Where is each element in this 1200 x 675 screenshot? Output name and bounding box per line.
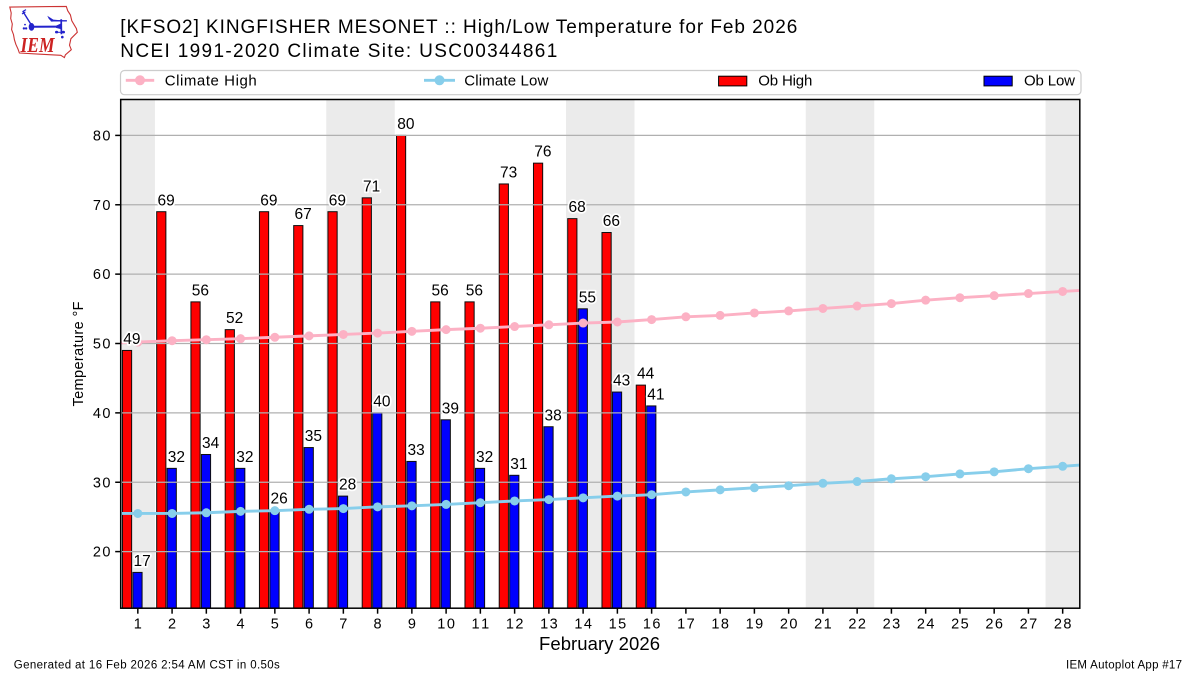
svg-text:39: 39	[442, 400, 459, 417]
svg-text:34: 34	[202, 435, 220, 452]
svg-text:NCEI 1991-2020 Climate Site: U: NCEI 1991-2020 Climate Site: USC00344861	[120, 41, 557, 62]
svg-text:60: 60	[93, 267, 111, 283]
svg-text:Temperature °F: Temperature °F	[71, 301, 87, 406]
svg-text:4: 4	[237, 616, 245, 632]
svg-text:16: 16	[643, 616, 661, 632]
svg-text:35: 35	[305, 428, 322, 445]
svg-text:IEM Autoplot App #17: IEM Autoplot App #17	[1066, 660, 1182, 672]
svg-text:17: 17	[134, 553, 151, 570]
svg-text:80: 80	[397, 116, 415, 133]
svg-text:55: 55	[579, 289, 596, 306]
svg-text:44: 44	[637, 366, 655, 383]
svg-text:41: 41	[647, 386, 664, 403]
svg-text:21: 21	[814, 616, 832, 632]
svg-text:68: 68	[568, 199, 585, 216]
svg-text:1: 1	[134, 616, 142, 632]
svg-text:30: 30	[93, 475, 111, 491]
svg-text:69: 69	[329, 192, 346, 209]
svg-text:69: 69	[157, 192, 174, 209]
svg-text:26: 26	[985, 616, 1003, 632]
svg-text:Climate Low: Climate Low	[464, 73, 548, 90]
svg-text:7: 7	[339, 616, 347, 632]
svg-text:14: 14	[574, 616, 592, 632]
svg-text:2: 2	[168, 616, 176, 632]
svg-text:23: 23	[883, 616, 901, 632]
svg-text:40: 40	[373, 393, 391, 410]
svg-text:32: 32	[476, 449, 493, 466]
svg-text:11: 11	[472, 616, 490, 632]
svg-text:12: 12	[506, 616, 524, 632]
svg-text:22: 22	[848, 616, 866, 632]
svg-text:40: 40	[93, 406, 111, 422]
svg-text:20: 20	[780, 616, 798, 632]
svg-text:28: 28	[1054, 616, 1072, 632]
svg-text:56: 56	[192, 282, 209, 299]
svg-text:25: 25	[951, 616, 969, 632]
svg-text:Generated at 16 Feb 2026 2:54: Generated at 16 Feb 2026 2:54 AM CST in …	[14, 660, 280, 672]
svg-text:19: 19	[746, 616, 764, 632]
svg-text:February 2026: February 2026	[539, 633, 660, 654]
svg-text:69: 69	[260, 192, 277, 209]
svg-text:76: 76	[534, 144, 551, 161]
svg-text:43: 43	[613, 373, 630, 390]
svg-text:73: 73	[500, 165, 517, 182]
svg-text:Ob High: Ob High	[758, 73, 812, 90]
svg-text:27: 27	[1020, 616, 1038, 632]
svg-text:5: 5	[271, 616, 279, 632]
svg-text:56: 56	[466, 282, 483, 299]
svg-text:20: 20	[93, 545, 111, 561]
svg-text:Ob Low: Ob Low	[1024, 73, 1075, 90]
svg-text:32: 32	[236, 449, 253, 466]
svg-text:[KFSO2] KINGFISHER MESONET ::: [KFSO2] KINGFISHER MESONET :: High/Low T…	[120, 17, 797, 38]
svg-text:13: 13	[540, 616, 558, 632]
svg-text:33: 33	[408, 442, 425, 459]
svg-text:38: 38	[545, 407, 562, 424]
svg-text:56: 56	[431, 282, 448, 299]
svg-text:10: 10	[437, 616, 455, 632]
svg-text:80: 80	[93, 129, 111, 145]
svg-text:28: 28	[339, 477, 356, 494]
svg-text:32: 32	[168, 449, 185, 466]
svg-text:9: 9	[408, 616, 416, 632]
svg-text:3: 3	[202, 616, 210, 632]
svg-text:Climate High: Climate High	[165, 73, 257, 90]
svg-text:17: 17	[677, 616, 695, 632]
svg-text:31: 31	[510, 456, 527, 473]
svg-text:15: 15	[609, 616, 627, 632]
svg-text:70: 70	[93, 198, 111, 214]
svg-text:71: 71	[363, 178, 380, 195]
svg-text:6: 6	[305, 616, 313, 632]
svg-text:52: 52	[226, 310, 243, 327]
svg-text:50: 50	[93, 337, 111, 353]
svg-text:26: 26	[271, 491, 288, 508]
svg-text:24: 24	[917, 616, 935, 632]
svg-text:67: 67	[294, 206, 311, 223]
svg-text:18: 18	[711, 616, 729, 632]
svg-text:IEM: IEM	[20, 33, 56, 57]
svg-text:49: 49	[123, 331, 140, 348]
svg-text:8: 8	[374, 616, 382, 632]
svg-text:66: 66	[603, 213, 620, 230]
